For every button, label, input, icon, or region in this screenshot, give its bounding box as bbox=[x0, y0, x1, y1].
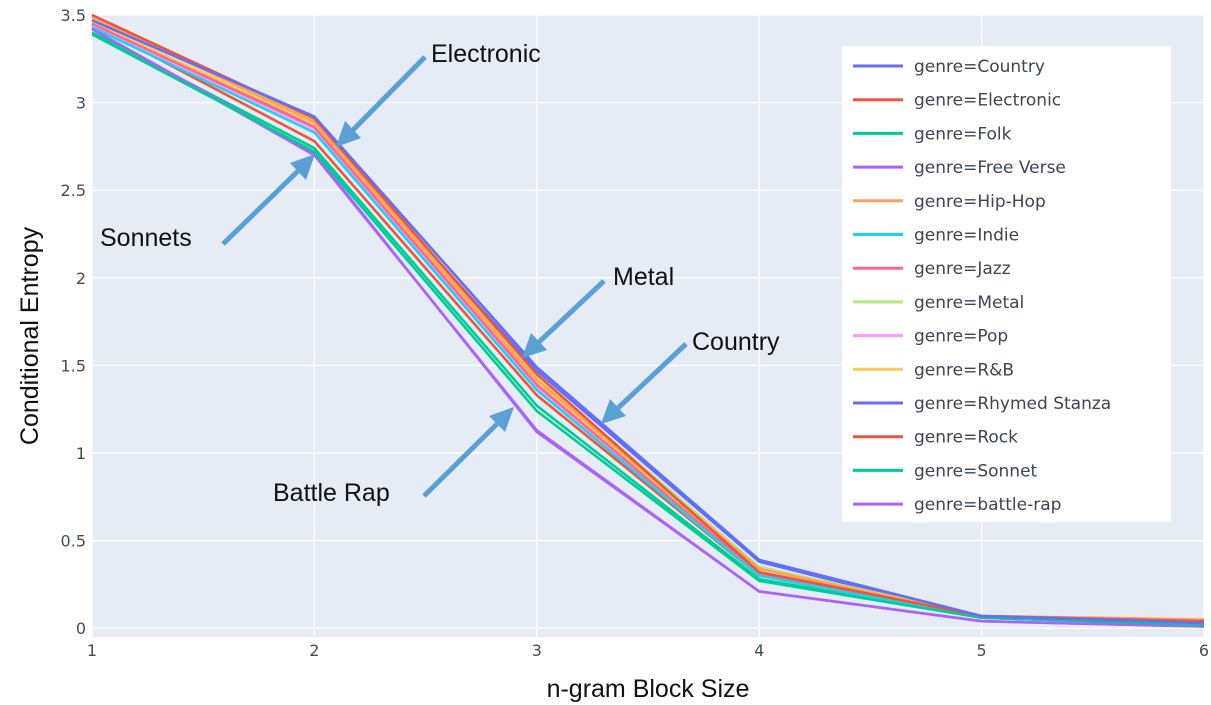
legend: genre=Country genre=Electronic genre=Folk g… bbox=[842, 46, 1171, 522]
series-lines bbox=[91, 13, 1205, 628]
x-tick-label: 3 bbox=[532, 641, 542, 660]
annotation-electronic: Electronic bbox=[336, 40, 541, 147]
x-tick-label: 2 bbox=[309, 641, 319, 660]
legend-item-label: genre=Hip-Hop bbox=[914, 192, 1046, 212]
annotation-sonnets: Sonnets bbox=[100, 154, 315, 252]
legend-box bbox=[842, 46, 1171, 522]
y-tick-label: 1 bbox=[76, 444, 86, 463]
x-tick-label: 5 bbox=[977, 641, 987, 660]
annotation-electronic-label: Electronic bbox=[431, 40, 541, 68]
annotation-metal: Metal bbox=[522, 263, 674, 358]
legend-item-label: genre=Free Verse bbox=[914, 158, 1066, 178]
legend-item-label: genre=battle-rap bbox=[914, 495, 1061, 515]
y-tick-label: 0.5 bbox=[61, 532, 86, 551]
x-tick-label: 6 bbox=[1199, 641, 1209, 660]
x-tick-label: 4 bbox=[754, 641, 764, 660]
legend-item-label: genre=R&B bbox=[914, 360, 1014, 380]
legend-item-label: genre=Pop bbox=[914, 327, 1008, 347]
annotation-battle-rap-label: Battle Rap bbox=[273, 479, 390, 507]
legend-item-label: genre=Electronic bbox=[914, 91, 1061, 111]
annotation-battle-rap-arrow bbox=[422, 422, 499, 498]
annotation-battle-rap: Battle Rap bbox=[273, 407, 514, 507]
y-tick-label: 3 bbox=[76, 94, 86, 113]
annotation-metal-label: Metal bbox=[613, 263, 674, 291]
annotations: Electronic Sonnets Metal Country Battle … bbox=[100, 40, 780, 507]
legend-item-label: genre=Rhymed Stanza bbox=[914, 394, 1111, 414]
annotation-sonnets-label: Sonnets bbox=[100, 224, 192, 252]
annotation-sonnets-arrowhead bbox=[290, 154, 315, 180]
y-axis-title: Conditional Entropy bbox=[16, 226, 44, 445]
annotation-battle-rap-arrowhead bbox=[489, 407, 514, 432]
annotation-country-label: Country bbox=[692, 328, 780, 356]
y-tick-label: 0 bbox=[76, 619, 86, 638]
annotation-electronic-arrowhead bbox=[336, 121, 361, 147]
y-tick-label: 2 bbox=[76, 269, 86, 288]
legend-item-label: genre=Metal bbox=[914, 293, 1024, 313]
legend-item-label: genre=Rock bbox=[914, 428, 1018, 448]
y-tick-label: 3.5 bbox=[61, 6, 86, 25]
legend-item-label: genre=Jazz bbox=[914, 259, 1011, 279]
annotation-sonnets-arrow bbox=[221, 169, 300, 246]
series-line-genre-folk bbox=[91, 33, 1205, 626]
y-tick-label: 2.5 bbox=[61, 181, 86, 200]
annotation-metal-arrow bbox=[537, 279, 606, 344]
y-tick-label: 1.5 bbox=[61, 356, 86, 375]
annotation-metal-arrowhead bbox=[522, 333, 547, 358]
annotation-electronic-arrow bbox=[351, 55, 427, 132]
x-tick-label: 1 bbox=[87, 641, 97, 660]
legend-item-label: genre=Folk bbox=[914, 124, 1012, 144]
x-axis-title: n-gram Block Size bbox=[547, 675, 750, 703]
axis-ticks: 1 2 3 4 5 6 0 0.5 1 1.5 2 2.5 3 3.5 bbox=[61, 6, 1210, 660]
annotation-country-arrow bbox=[616, 342, 688, 410]
legend-item-label: genre=Indie bbox=[914, 226, 1019, 246]
legend-item-label: genre=Sonnet bbox=[914, 461, 1038, 481]
legend-item-label: genre=Country bbox=[914, 57, 1045, 77]
series-line-genre-country bbox=[91, 19, 1205, 625]
annotation-country-arrowhead bbox=[601, 399, 626, 424]
annotation-country: Country bbox=[601, 328, 780, 424]
